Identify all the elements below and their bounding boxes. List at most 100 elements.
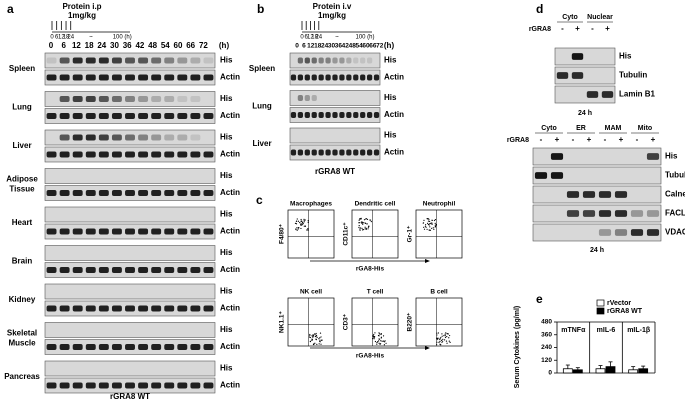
band [125,228,135,235]
band [151,113,162,119]
timeline-label: 12 [307,35,314,41]
bar [605,366,616,374]
event [379,343,381,345]
band [125,57,135,64]
event [445,340,448,342]
band [111,151,122,158]
event [303,221,305,223]
event [315,334,318,336]
band [571,72,584,79]
event [427,222,429,225]
timepoint: 18 [314,43,322,50]
timepoint: 54 [161,41,170,50]
timeline-label: ~ [335,35,339,41]
event [426,228,428,230]
event [423,226,425,228]
blot [532,185,662,204]
band [98,113,109,119]
band [646,210,660,217]
event [430,222,432,224]
event [308,336,310,338]
event [423,228,426,230]
event [296,220,298,222]
bar [595,368,606,374]
band [138,74,149,81]
event [373,337,375,339]
tissue-label: Pancreas [4,372,40,381]
band [556,72,569,79]
plot-title: Neutrophil [423,201,456,208]
event [434,224,436,226]
band [85,151,96,158]
timepoint: 36 [335,43,343,50]
band [353,57,359,64]
y-tick-label: 0 [548,370,552,377]
band [177,151,188,158]
blot [44,206,216,223]
treatment-label: rGRA8 [529,26,551,33]
event [444,333,446,335]
timeline-label: 0 [50,35,54,41]
probe-label: His [220,364,233,373]
event [449,341,451,343]
bar [562,368,573,374]
band [203,57,214,64]
band [360,74,366,81]
event [297,220,300,222]
sign: - [636,135,639,144]
band [311,149,317,156]
event [359,222,361,224]
band [164,190,175,196]
probe-label: His [220,94,233,103]
timepoint: 6 [61,41,66,50]
event [364,226,366,228]
category-label: mTNFα [561,327,586,334]
event [432,227,434,229]
timepoint: 48 [148,41,157,50]
band [125,344,135,350]
fraction-label: Nuclear [587,14,613,21]
event [362,223,364,225]
event [301,221,304,223]
event [437,332,440,334]
event [297,228,299,230]
event [314,335,316,338]
event [316,336,318,339]
event [429,226,431,228]
plot-title: B cell [430,289,448,296]
band [325,149,331,156]
protocol: Protein i.p [62,2,101,11]
event [365,227,367,229]
band [177,344,188,350]
band [325,112,331,118]
band [190,382,201,389]
treatment-label: rGRA8 [507,137,529,144]
band [290,74,297,81]
band [339,149,345,156]
band [203,305,214,312]
band [151,151,162,158]
time-label: 24 h [590,247,604,254]
probe-label: Calnexin [665,190,685,199]
band [297,112,304,118]
event [382,340,385,342]
timepoint: 18 [85,41,94,50]
blot [44,168,216,184]
event [383,344,385,346]
timepoint: 0 [295,43,299,50]
arrow-head [425,346,430,350]
band [373,74,380,81]
probe-label: His [384,56,397,65]
band [111,305,122,312]
event [378,340,380,342]
band [59,344,70,350]
band [177,382,188,389]
event [429,229,432,231]
band [586,91,599,98]
band [59,305,70,312]
dose: 1mg/kg [318,11,346,20]
band [98,190,109,196]
band [46,151,57,158]
event [372,335,374,337]
tissue-label: Heart [12,218,33,227]
